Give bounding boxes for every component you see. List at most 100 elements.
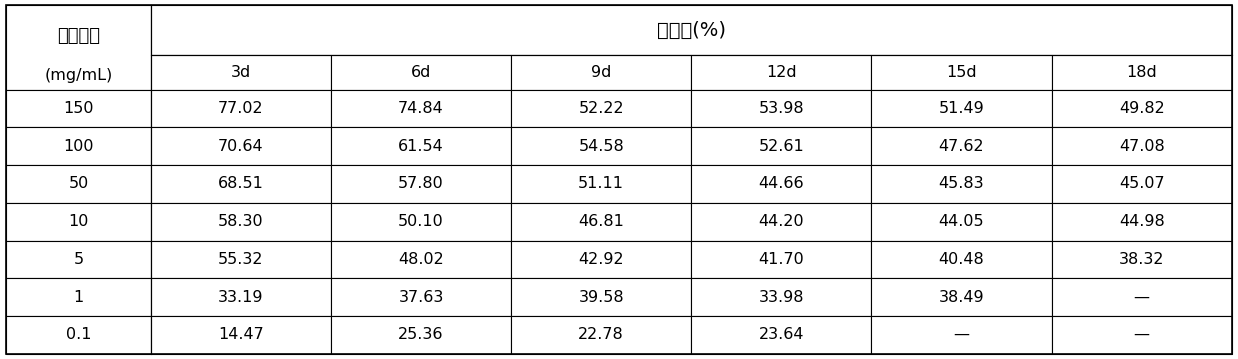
Text: 抑菌率(%): 抑菌率(%) bbox=[657, 21, 725, 40]
Bar bbox=[872, 316, 1051, 354]
Bar bbox=[6, 203, 151, 241]
Text: 44.66: 44.66 bbox=[759, 177, 805, 191]
Text: 52.61: 52.61 bbox=[759, 139, 805, 154]
Text: 52.22: 52.22 bbox=[578, 101, 624, 116]
Text: 6d: 6d bbox=[411, 65, 431, 80]
Text: 40.48: 40.48 bbox=[938, 252, 984, 267]
Bar bbox=[6, 127, 151, 165]
Text: 38.32: 38.32 bbox=[1119, 252, 1165, 267]
Bar bbox=[511, 165, 691, 203]
Bar bbox=[511, 241, 691, 278]
Text: —: — bbox=[1134, 327, 1150, 342]
Bar bbox=[6, 90, 151, 127]
Bar bbox=[331, 241, 511, 278]
Text: 48.02: 48.02 bbox=[399, 252, 444, 267]
Bar bbox=[151, 278, 331, 316]
Bar bbox=[1051, 203, 1232, 241]
Bar bbox=[331, 203, 511, 241]
Bar bbox=[691, 90, 872, 127]
Text: 57.80: 57.80 bbox=[399, 177, 444, 191]
Bar bbox=[1051, 90, 1232, 127]
Text: 50: 50 bbox=[68, 177, 89, 191]
Text: 45.83: 45.83 bbox=[938, 177, 984, 191]
Text: 5: 5 bbox=[73, 252, 83, 267]
Bar bbox=[151, 165, 331, 203]
Bar bbox=[872, 241, 1051, 278]
Text: 150: 150 bbox=[63, 101, 94, 116]
Text: 47.08: 47.08 bbox=[1119, 139, 1165, 154]
Text: 50.10: 50.10 bbox=[399, 214, 444, 229]
Text: 15d: 15d bbox=[946, 65, 977, 80]
Text: 14.47: 14.47 bbox=[218, 327, 264, 342]
Bar bbox=[691, 127, 872, 165]
Bar bbox=[511, 127, 691, 165]
Bar bbox=[511, 55, 691, 90]
Bar bbox=[691, 55, 872, 90]
Bar bbox=[511, 203, 691, 241]
Bar bbox=[511, 278, 691, 316]
Bar bbox=[691, 316, 872, 354]
Text: 23.64: 23.64 bbox=[759, 327, 805, 342]
Text: —: — bbox=[1134, 290, 1150, 304]
Text: 51.49: 51.49 bbox=[938, 101, 984, 116]
Text: 42.92: 42.92 bbox=[578, 252, 624, 267]
Text: 47.62: 47.62 bbox=[938, 139, 984, 154]
Bar bbox=[6, 278, 151, 316]
Bar bbox=[691, 165, 872, 203]
Text: 54.58: 54.58 bbox=[578, 139, 624, 154]
Bar bbox=[1051, 165, 1232, 203]
Text: 12d: 12d bbox=[766, 65, 797, 80]
Text: 70.64: 70.64 bbox=[218, 139, 264, 154]
Bar bbox=[691, 278, 872, 316]
Bar bbox=[872, 203, 1051, 241]
Text: 38.49: 38.49 bbox=[938, 290, 984, 304]
Text: 22.78: 22.78 bbox=[578, 327, 624, 342]
Bar bbox=[331, 127, 511, 165]
Bar bbox=[872, 165, 1051, 203]
Text: 41.70: 41.70 bbox=[759, 252, 805, 267]
Text: 3d: 3d bbox=[230, 65, 251, 80]
Bar bbox=[331, 90, 511, 127]
Bar bbox=[331, 316, 511, 354]
Bar bbox=[872, 90, 1051, 127]
Text: 46.81: 46.81 bbox=[578, 214, 624, 229]
Bar bbox=[872, 55, 1051, 90]
Text: 45.07: 45.07 bbox=[1119, 177, 1165, 191]
Text: 25.36: 25.36 bbox=[399, 327, 443, 342]
Bar bbox=[151, 241, 331, 278]
Bar bbox=[1051, 278, 1232, 316]
Text: 44.98: 44.98 bbox=[1119, 214, 1165, 229]
Bar bbox=[511, 316, 691, 354]
Bar bbox=[511, 90, 691, 127]
Text: 0.1: 0.1 bbox=[66, 327, 92, 342]
Bar bbox=[151, 127, 331, 165]
Text: 44.05: 44.05 bbox=[938, 214, 984, 229]
Text: 49.82: 49.82 bbox=[1119, 101, 1165, 116]
Text: 10: 10 bbox=[68, 214, 89, 229]
Text: 53.98: 53.98 bbox=[759, 101, 805, 116]
Text: 74.84: 74.84 bbox=[399, 101, 444, 116]
Text: 51.11: 51.11 bbox=[578, 177, 624, 191]
Bar bbox=[6, 241, 151, 278]
Text: 1: 1 bbox=[73, 290, 84, 304]
Bar bbox=[151, 55, 331, 90]
Text: 61.54: 61.54 bbox=[399, 139, 444, 154]
Bar bbox=[151, 316, 331, 354]
Bar bbox=[691, 241, 872, 278]
Text: 药物浓度: 药物浓度 bbox=[57, 27, 100, 45]
Bar bbox=[1051, 127, 1232, 165]
Text: 33.19: 33.19 bbox=[218, 290, 264, 304]
Bar bbox=[6, 5, 151, 90]
Bar bbox=[1051, 316, 1232, 354]
Bar bbox=[691, 203, 872, 241]
Bar bbox=[872, 278, 1051, 316]
Bar bbox=[151, 5, 1232, 55]
Text: 58.30: 58.30 bbox=[218, 214, 264, 229]
Text: 37.63: 37.63 bbox=[399, 290, 443, 304]
Bar bbox=[331, 55, 511, 90]
Bar bbox=[1051, 55, 1232, 90]
Text: 77.02: 77.02 bbox=[218, 101, 264, 116]
Text: 100: 100 bbox=[63, 139, 94, 154]
Text: 68.51: 68.51 bbox=[218, 177, 264, 191]
Bar bbox=[1051, 241, 1232, 278]
